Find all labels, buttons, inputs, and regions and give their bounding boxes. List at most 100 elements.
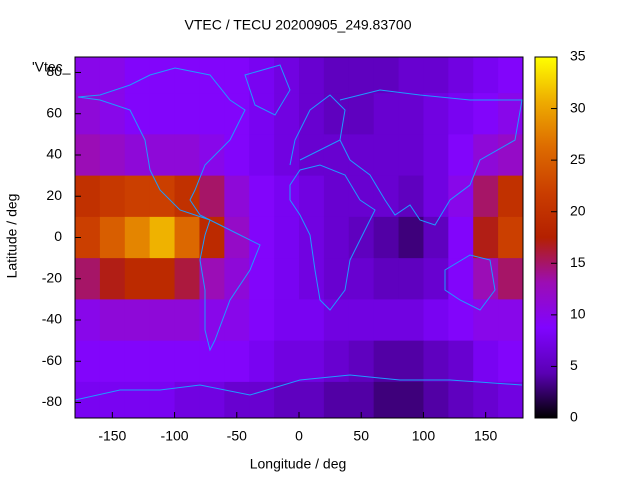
heatmap-cell <box>199 299 225 342</box>
heatmap-cell <box>373 258 400 300</box>
y-tick-label: -80 <box>42 393 62 409</box>
heatmap-cell <box>299 134 325 177</box>
heatmap-cell <box>448 299 474 342</box>
heatmap-cell <box>473 216 499 259</box>
heatmap-cell <box>224 299 250 342</box>
heatmap-cell <box>174 299 200 342</box>
heatmap-cell <box>174 258 200 300</box>
heatmap-cell <box>174 57 200 94</box>
colorbar-tick-label: 10 <box>570 306 586 322</box>
heatmap-cell <box>448 57 474 94</box>
heatmap-cell <box>249 216 275 259</box>
heatmap-cell <box>149 340 176 383</box>
heatmap-cell <box>224 57 250 94</box>
heatmap-cell <box>498 216 523 259</box>
heatmap-cell <box>124 381 151 418</box>
heatmap-cell <box>99 340 126 383</box>
heatmap-cell <box>398 93 424 135</box>
heatmap-cell <box>448 134 474 177</box>
heatmap-cell <box>224 93 250 135</box>
heatmap-cell <box>498 175 523 218</box>
heatmap-cell <box>299 258 325 300</box>
coastlines <box>75 64 523 401</box>
heatmap-cell <box>348 299 375 342</box>
heatmap-cell <box>199 93 225 135</box>
heatmap-cell <box>299 175 325 218</box>
heatmap-cell <box>423 340 449 383</box>
heatmap-cell <box>99 381 126 418</box>
heatmap-cell <box>99 216 126 259</box>
x-tick-label: -100 <box>161 428 189 444</box>
x-axis-label: Longitude / deg <box>250 456 347 472</box>
key-label: 'Vtec_ <box>32 59 71 75</box>
x-tick-label: 0 <box>295 428 303 444</box>
heatmap-cell <box>398 299 424 342</box>
heatmap <box>75 57 523 418</box>
heatmap-cell <box>448 258 474 300</box>
x-tick-label: -150 <box>98 428 126 444</box>
heatmap-cell <box>249 258 275 300</box>
heatmap-cell <box>99 175 126 218</box>
heatmap-cell <box>323 134 350 177</box>
heatmap-cell <box>124 216 151 259</box>
colorbar-tick-label: 30 <box>570 99 586 115</box>
heatmap-cell <box>224 340 250 383</box>
heatmap-cell <box>473 175 499 218</box>
heatmap-cell <box>423 175 449 218</box>
heatmap-cell <box>149 93 176 135</box>
heatmap-cell <box>498 381 523 418</box>
heatmap-cell <box>423 57 449 94</box>
heatmap-cell <box>423 93 449 135</box>
heatmap-cell <box>149 299 176 342</box>
heatmap-cell <box>299 216 325 259</box>
x-tick-label: 50 <box>353 428 369 444</box>
heatmap-cell <box>274 175 300 218</box>
heatmap-cell <box>249 175 275 218</box>
heatmap-cell <box>373 299 400 342</box>
heatmap-cell <box>299 340 325 383</box>
heatmap-cell <box>348 93 375 135</box>
heatmap-cell <box>373 134 400 177</box>
heatmap-cell <box>274 299 300 342</box>
heatmap-cell <box>149 134 176 177</box>
heatmap-cell <box>174 93 200 135</box>
y-tick-label: -60 <box>42 352 62 368</box>
heatmap-cell <box>348 175 375 218</box>
heatmap-cell <box>224 134 250 177</box>
y-axis-label: Latitude / deg <box>4 194 20 279</box>
heatmap-cell <box>323 381 350 418</box>
x-tick-label: -50 <box>227 428 247 444</box>
heatmap-cell <box>124 57 151 94</box>
heatmap-cell <box>448 216 474 259</box>
heatmap-cell <box>398 134 424 177</box>
colorbar-tick-label: 0 <box>570 409 578 425</box>
heatmap-cell <box>373 93 400 135</box>
heatmap-cell <box>174 340 200 383</box>
heatmap-cell <box>174 216 200 259</box>
colorbar-tick-label: 25 <box>570 151 586 167</box>
heatmap-cell <box>274 258 300 300</box>
heatmap-cell <box>149 57 176 94</box>
heatmap-cell <box>373 216 400 259</box>
heatmap-cell <box>274 134 300 177</box>
heatmap-cell <box>274 57 300 94</box>
x-tick-label: 150 <box>474 428 498 444</box>
heatmap-cell <box>149 381 176 418</box>
heatmap-cell <box>398 216 424 259</box>
heatmap-cell <box>124 340 151 383</box>
heatmap-cell <box>473 381 499 418</box>
heatmap-cell <box>423 381 449 418</box>
coastline <box>199 219 261 352</box>
coastline <box>77 67 246 221</box>
heatmap-cell <box>149 175 176 218</box>
heatmap-cell <box>423 299 449 342</box>
y-tick-label: 60 <box>46 104 62 120</box>
heatmap-cell <box>348 381 375 418</box>
heatmap-cell <box>124 175 151 218</box>
heatmap-cell <box>373 175 400 218</box>
heatmap-cell <box>75 381 101 418</box>
heatmap-cell <box>299 93 325 135</box>
y-tick-label: 20 <box>46 187 62 203</box>
heatmap-cell <box>224 381 250 418</box>
